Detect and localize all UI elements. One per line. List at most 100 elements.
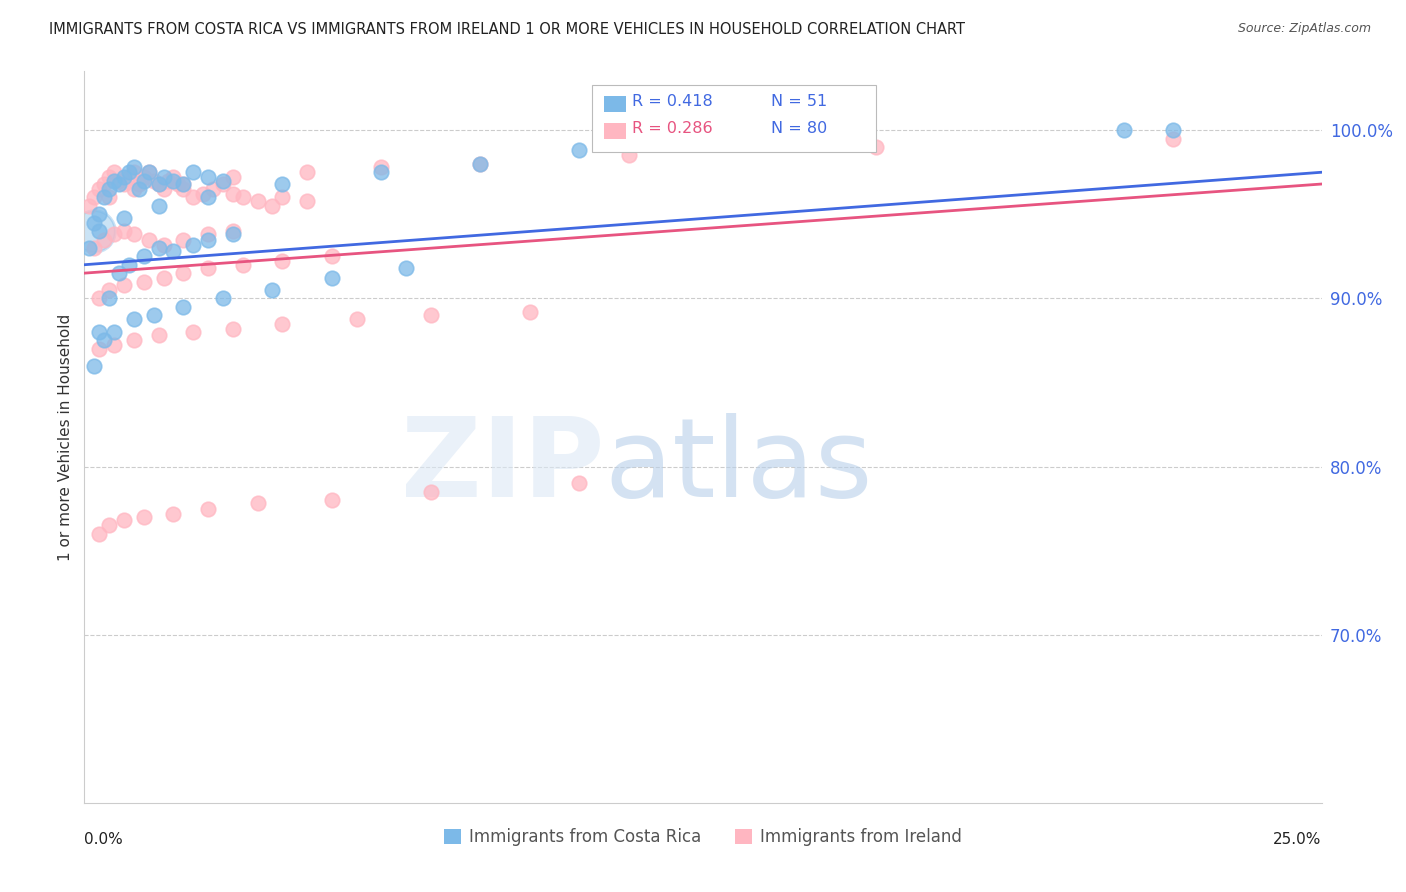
Point	[1161, 131, 1184, 145]
Point	[232, 190, 254, 204]
Point	[162, 244, 184, 259]
Point	[148, 328, 170, 343]
Point	[112, 170, 135, 185]
Point	[89, 325, 111, 339]
Point	[148, 241, 170, 255]
FancyBboxPatch shape	[592, 85, 876, 152]
Point	[148, 177, 170, 191]
Point	[172, 300, 194, 314]
Point	[89, 224, 111, 238]
Text: N = 80: N = 80	[770, 120, 827, 136]
Point	[108, 266, 131, 280]
Point	[122, 227, 145, 242]
Point	[112, 211, 135, 225]
Point	[122, 165, 145, 179]
Point	[93, 233, 115, 247]
Point	[132, 275, 155, 289]
FancyBboxPatch shape	[605, 122, 626, 138]
Point	[93, 190, 115, 204]
Text: R = 0.418: R = 0.418	[633, 95, 713, 110]
Point	[108, 174, 131, 188]
Point	[271, 317, 294, 331]
Point	[181, 165, 204, 179]
Text: N = 51: N = 51	[770, 95, 827, 110]
Point	[112, 224, 135, 238]
Point	[865, 140, 887, 154]
Point	[172, 182, 194, 196]
Point	[132, 170, 155, 185]
Point	[568, 144, 591, 158]
Point	[172, 177, 194, 191]
Point	[122, 334, 145, 348]
Point	[1112, 123, 1135, 137]
Point	[98, 283, 121, 297]
Point	[103, 165, 125, 179]
Point	[89, 526, 111, 541]
Text: 0.0%: 0.0%	[84, 832, 124, 847]
Point	[98, 291, 121, 305]
Point	[83, 216, 105, 230]
Point	[89, 182, 111, 196]
Point	[470, 157, 492, 171]
Point	[112, 177, 135, 191]
Point	[132, 510, 155, 524]
Point	[617, 148, 640, 162]
Point	[112, 513, 135, 527]
Point	[152, 237, 174, 252]
Point	[103, 174, 125, 188]
Point	[122, 160, 145, 174]
Point	[295, 165, 318, 179]
Point	[197, 233, 219, 247]
Point	[118, 165, 141, 179]
Point	[370, 160, 392, 174]
Point	[148, 199, 170, 213]
Point	[246, 496, 269, 510]
Text: R = 0.286: R = 0.286	[633, 120, 713, 136]
Legend: Immigrants from Costa Rica, Immigrants from Ireland: Immigrants from Costa Rica, Immigrants f…	[437, 822, 969, 853]
Point	[212, 177, 235, 191]
Point	[83, 224, 105, 238]
Point	[271, 254, 294, 268]
Point	[162, 174, 184, 188]
Point	[197, 190, 219, 204]
Point	[222, 224, 245, 238]
Point	[197, 501, 219, 516]
Point	[83, 359, 105, 373]
Point	[132, 249, 155, 263]
Point	[246, 194, 269, 208]
Point	[108, 177, 131, 191]
Point	[370, 165, 392, 179]
Point	[197, 261, 219, 276]
Point	[202, 182, 225, 196]
Point	[346, 311, 368, 326]
Point	[157, 174, 180, 188]
Point	[321, 249, 343, 263]
Point	[118, 258, 141, 272]
Point	[89, 291, 111, 305]
Point	[98, 170, 121, 185]
Point	[122, 311, 145, 326]
Point	[167, 177, 190, 191]
Point	[142, 174, 165, 188]
Point	[112, 277, 135, 292]
Point	[128, 182, 150, 196]
Point	[152, 170, 174, 185]
Point	[815, 131, 838, 145]
Point	[89, 342, 111, 356]
Point	[222, 321, 245, 335]
Text: atlas: atlas	[605, 413, 873, 520]
Point	[222, 187, 245, 202]
Point	[181, 325, 204, 339]
Point	[321, 271, 343, 285]
Point	[181, 237, 204, 252]
Point	[152, 182, 174, 196]
Point	[122, 182, 145, 196]
Point	[148, 177, 170, 191]
Point	[98, 190, 121, 204]
Point	[103, 338, 125, 352]
Point	[419, 484, 441, 499]
Text: Source: ZipAtlas.com: Source: ZipAtlas.com	[1237, 22, 1371, 36]
Point	[128, 177, 150, 191]
Point	[419, 308, 441, 322]
FancyBboxPatch shape	[605, 96, 626, 112]
